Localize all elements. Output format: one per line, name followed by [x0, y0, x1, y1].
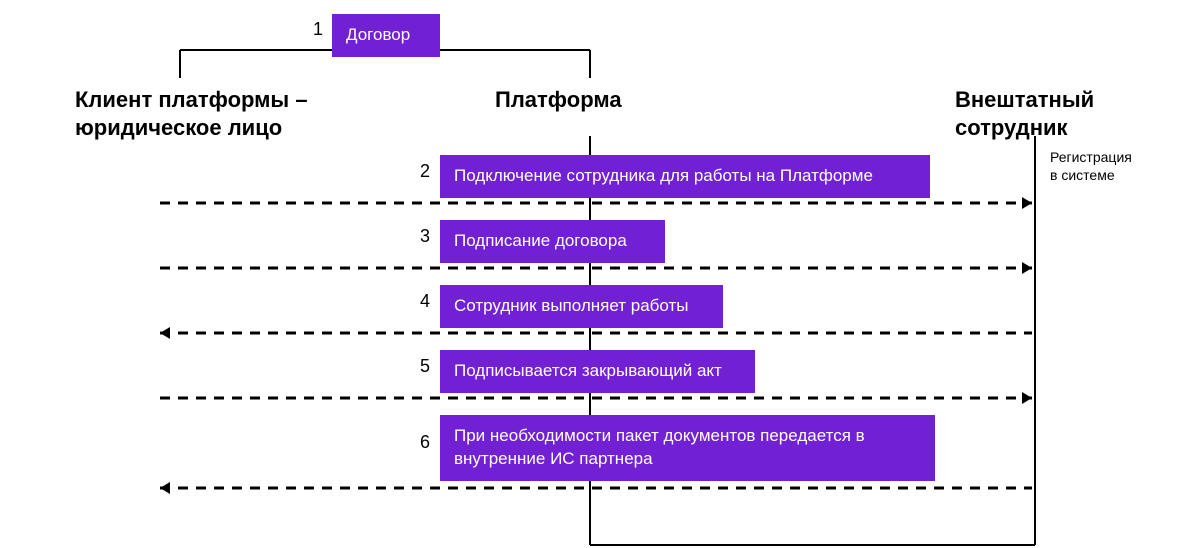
step-num-1: 1 [313, 19, 323, 40]
step-num-6: 6 [420, 432, 430, 453]
step-box-4: Сотрудник выполняет работы [440, 285, 723, 328]
step-box-2: Подключение сотрудника для работы на Пла… [440, 155, 930, 198]
step-box-5: Подписывается закрывающий акт [440, 350, 755, 393]
step-box-1: Договор [332, 14, 440, 57]
step-box-6: При необходимости пакет документов перед… [440, 415, 935, 481]
step-box-3: Подписание договора [440, 220, 665, 263]
step-num-4: 4 [420, 291, 430, 312]
step-num-5: 5 [420, 356, 430, 377]
col-heading-platform: Платформа [495, 86, 622, 114]
step-num-3: 3 [420, 226, 430, 247]
col-heading-client: Клиент платформы – юридическое лицо [75, 86, 308, 141]
col-heading-external: Внештатный сотрудник [955, 86, 1094, 141]
step-num-2: 2 [420, 161, 430, 182]
note-registration: Регистрация в системе [1050, 148, 1132, 184]
